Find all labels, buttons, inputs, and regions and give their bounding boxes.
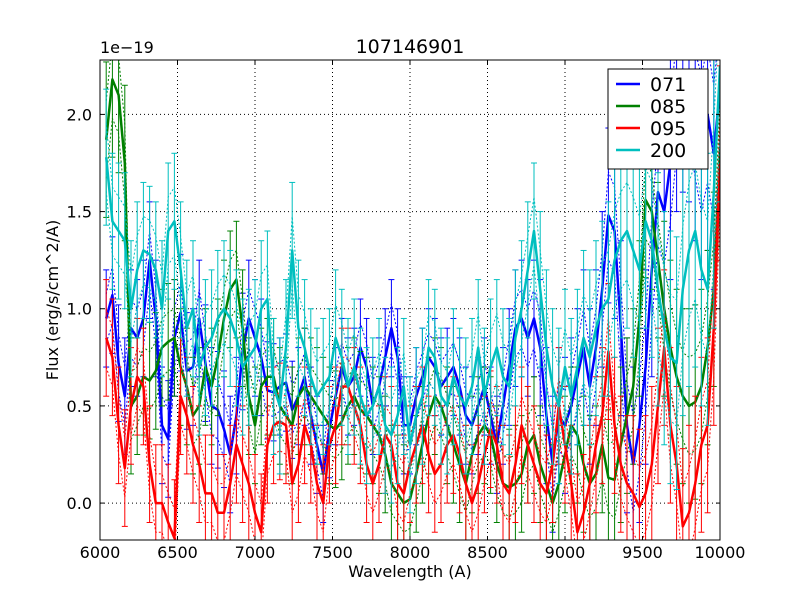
x-tick-label: 6500 xyxy=(157,543,198,562)
x-axis-label: Wavelength (A) xyxy=(348,562,471,581)
y-tick-label: 1.5 xyxy=(67,203,92,222)
series-200-upper-envelope xyxy=(105,60,718,411)
series-095-line xyxy=(105,162,720,540)
legend-label: 071 xyxy=(650,74,686,96)
series-095-lower-envelope xyxy=(105,211,720,540)
series-200-line xyxy=(104,65,720,447)
x-tick-label: 9000 xyxy=(545,543,586,562)
series-200-lower-envelope xyxy=(105,133,720,479)
axis-ticks: 6000 6500 7000 7500 8000 8500 9000 9500 10000 0.0… xyxy=(67,60,746,562)
legend-item-085: 085 xyxy=(616,96,686,118)
chart-title: 107146901 xyxy=(356,36,465,58)
legend-item-071: 071 xyxy=(616,74,686,96)
y-axis-label: Flux (erg/s/cm^2/A) xyxy=(43,220,62,381)
series-095-upper-envelope xyxy=(105,114,720,510)
legend-label: 085 xyxy=(650,96,686,118)
series-071-upper-envelope xyxy=(105,60,717,450)
series-layer xyxy=(103,60,720,540)
x-tick-label: 10000 xyxy=(695,543,746,562)
legend-label: 095 xyxy=(650,118,686,140)
y-tick-label: 1.0 xyxy=(67,300,92,319)
x-tick-label: 7000 xyxy=(235,543,276,562)
x-tick-label: 8000 xyxy=(390,543,431,562)
x-tick-label: 6000 xyxy=(80,543,121,562)
x-tick-label: 7500 xyxy=(312,543,353,562)
legend-label: 200 xyxy=(650,140,686,162)
y-offset-label: 1e−19 xyxy=(100,38,154,57)
legend-item-095: 095 xyxy=(616,118,686,140)
y-tick-label: 2.0 xyxy=(67,105,92,124)
x-tick-label: 8500 xyxy=(467,543,508,562)
legend-box xyxy=(607,68,709,170)
y-tick-label: 0.5 xyxy=(67,397,92,416)
series-071-line xyxy=(104,74,720,476)
series-200 xyxy=(103,60,720,514)
legend-item-200: 200 xyxy=(616,140,686,162)
y-tick-label: 0.0 xyxy=(67,494,92,513)
x-tick-label: 9500 xyxy=(622,543,663,562)
